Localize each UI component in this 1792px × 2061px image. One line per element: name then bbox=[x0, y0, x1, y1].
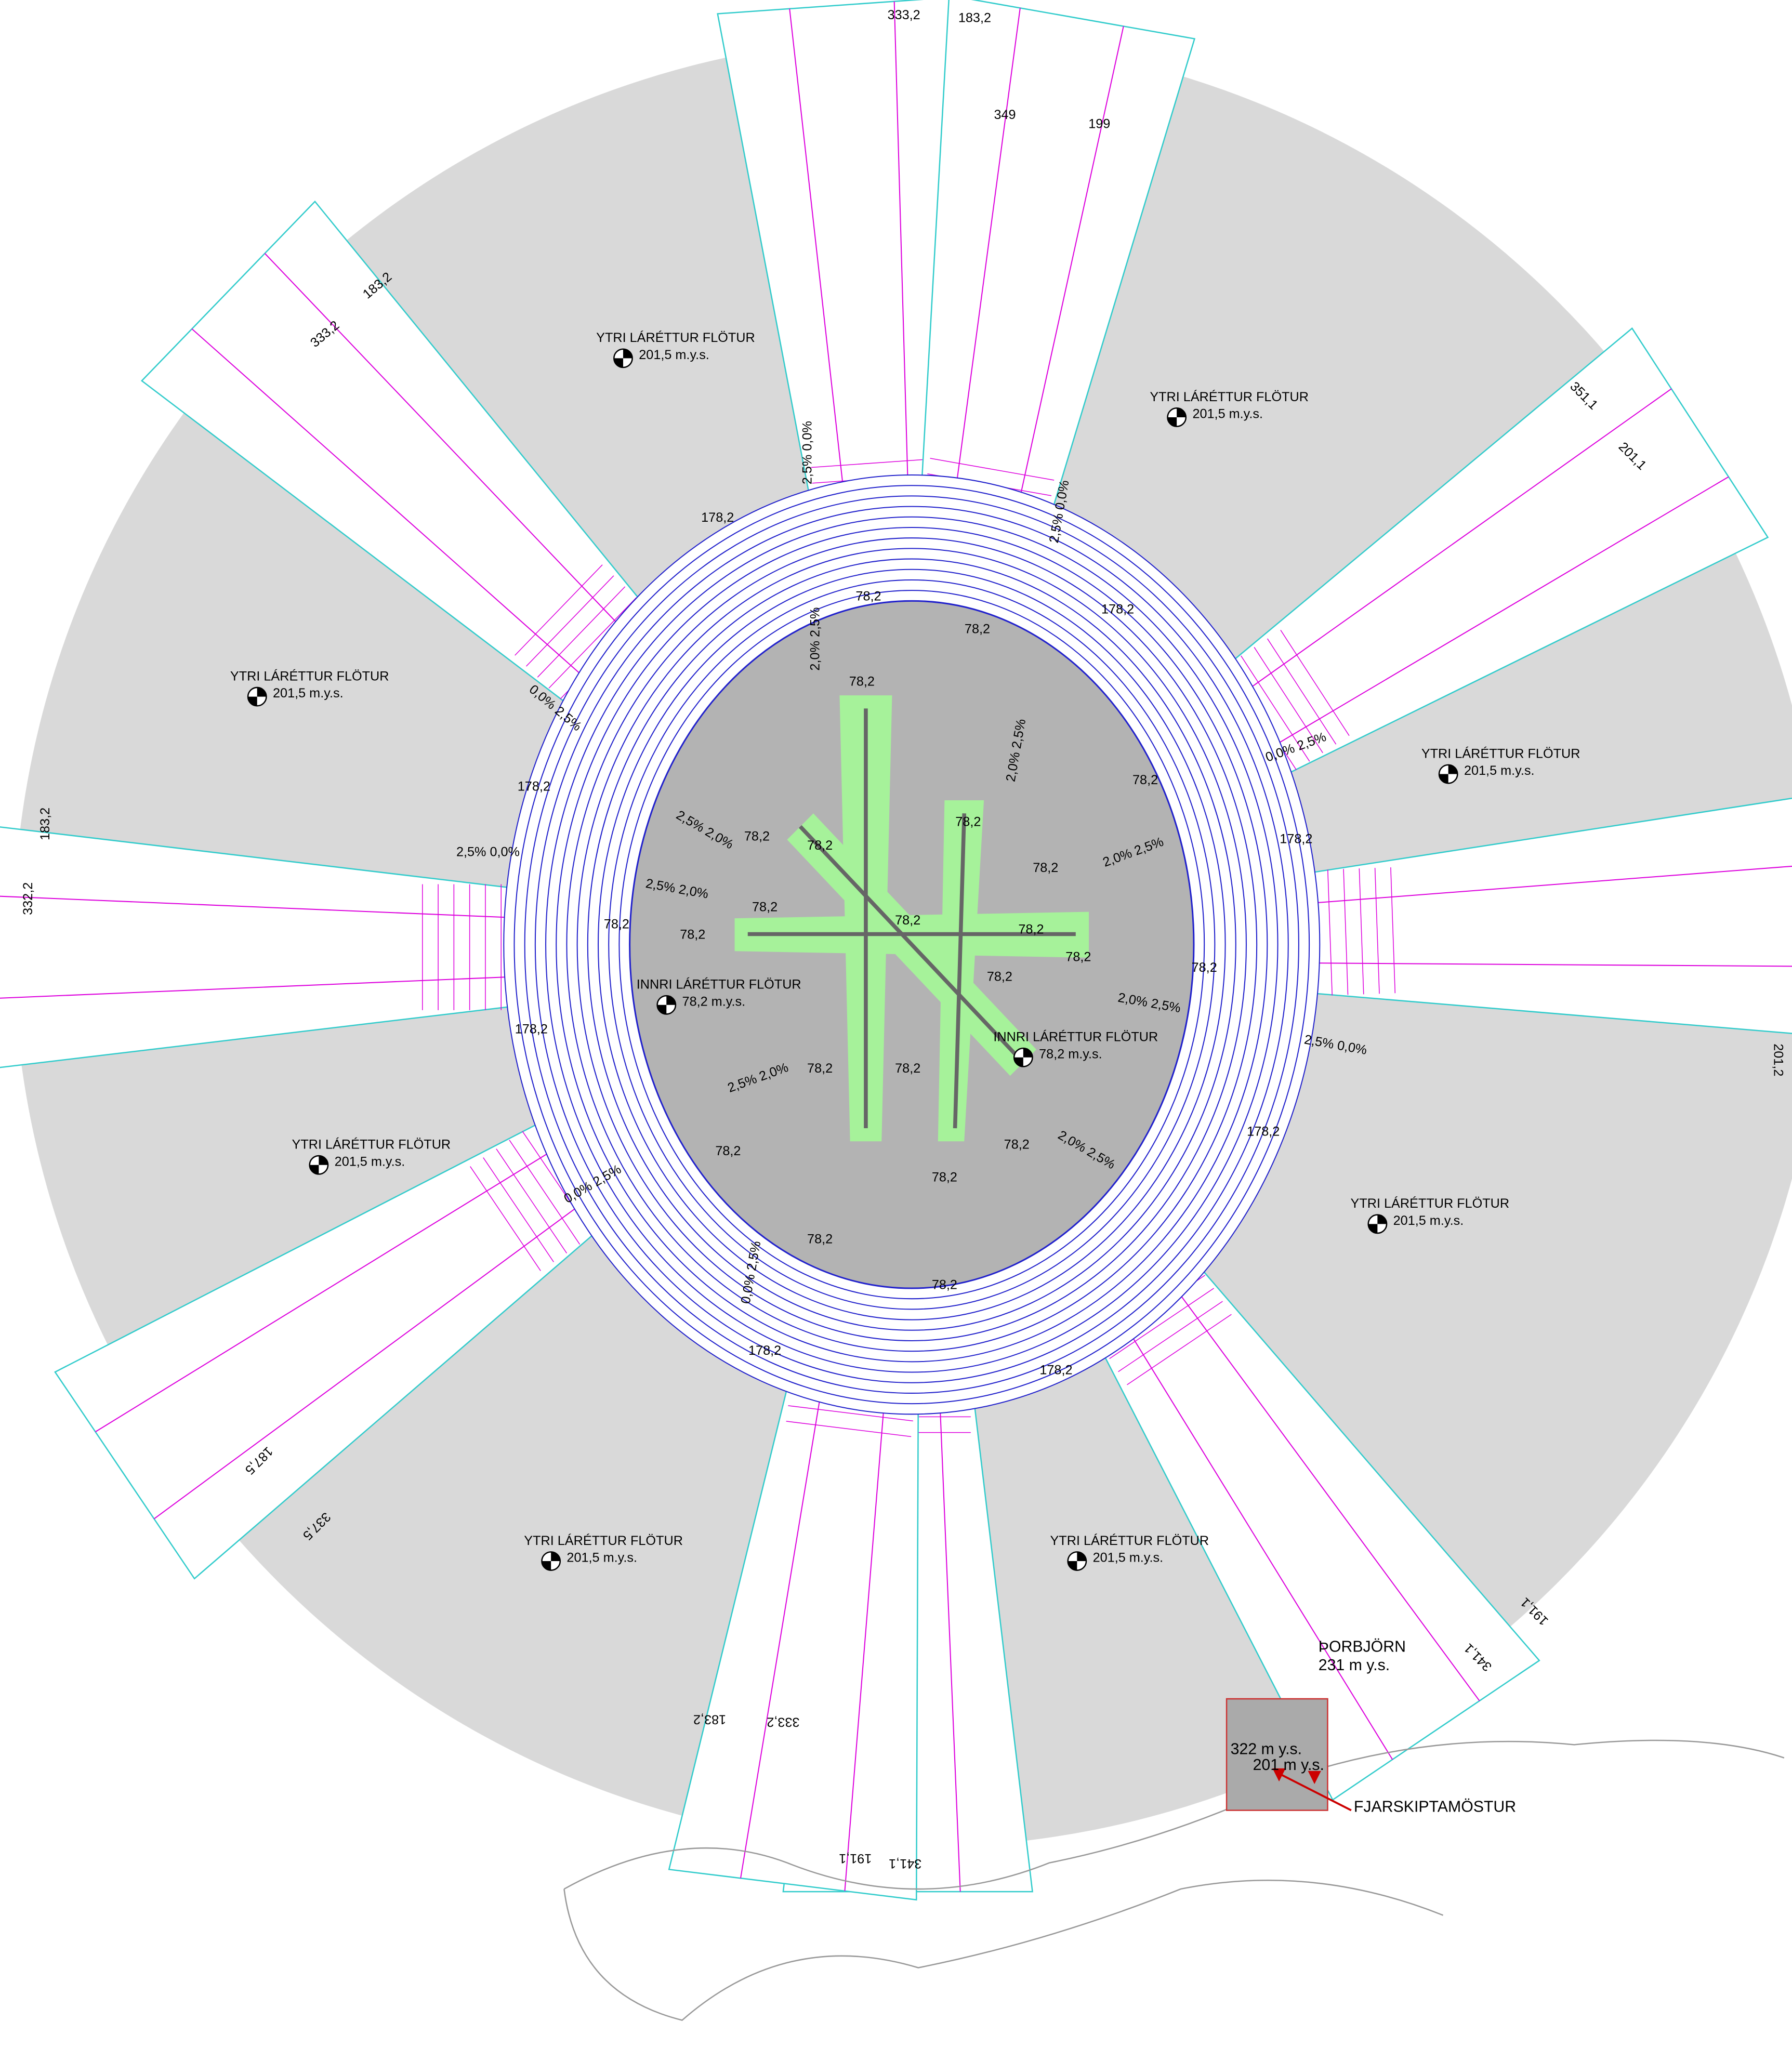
slope-label: 2,5% 0,0% bbox=[456, 845, 520, 860]
surface-title: YTRI LÁRÉTTUR FLÖTUR bbox=[1421, 746, 1580, 761]
contour-label: 78,2 bbox=[1004, 1138, 1030, 1152]
contour-label: 178,2 bbox=[1039, 1363, 1072, 1378]
contour-label: 178,2 bbox=[515, 1022, 548, 1036]
contour-label: 78,2 bbox=[1192, 960, 1217, 975]
strip-end-label: 333,2 bbox=[767, 1714, 799, 1729]
surface-title: YTRI LÁRÉTTUR FLÖTUR bbox=[1050, 1533, 1209, 1548]
strip-end-label: 341,1 bbox=[889, 1856, 921, 1871]
contour-label: 78,2 bbox=[752, 900, 778, 915]
contour-label: 78,2 bbox=[855, 589, 881, 603]
surface-title: YTRI LÁRÉTTUR FLÖTUR bbox=[596, 330, 755, 345]
surface-title: YTRI LÁRÉTTUR FLÖTUR bbox=[292, 1137, 451, 1152]
contour-label: 178,2 bbox=[1247, 1124, 1280, 1139]
peak-name: ÞORBJÖRN bbox=[1319, 1639, 1406, 1656]
contour-label: 78,2 bbox=[715, 1144, 741, 1158]
contour-label: 78,2 bbox=[807, 838, 833, 853]
obstacle-surface-map: ÞORBJÖRN 231 m y.s. 322 m y.s. 201 m y.s… bbox=[0, 0, 1792, 2061]
mast-elevation: 201 m y.s. bbox=[1253, 1756, 1324, 1774]
surface-elevation: 201,5 m.y.s. bbox=[1093, 1551, 1164, 1565]
surface-elevation: 201,5 m.y.s. bbox=[1192, 407, 1263, 421]
contour-label: 78,2 bbox=[849, 675, 875, 689]
surface-elevation: 78,2 m.y.s. bbox=[682, 994, 746, 1009]
surface-elevation: 201,5 m.y.s. bbox=[273, 686, 344, 701]
strip-end-label: 332,2 bbox=[21, 882, 35, 915]
surface-elevation: 201,5 m.y.s. bbox=[639, 348, 709, 362]
surface-elevation: 78,2 m.y.s. bbox=[1039, 1047, 1102, 1061]
mast-name: FJARSKIPTAMÖSTUR bbox=[1354, 1799, 1516, 1816]
coast bbox=[564, 1880, 1443, 2020]
contour-label: 78,2 bbox=[987, 969, 1012, 984]
contour-label: 78,2 bbox=[1065, 950, 1091, 965]
surface-title: YTRI LÁRÉTTUR FLÖTUR bbox=[1351, 1196, 1510, 1211]
contour-label: 78,2 bbox=[680, 928, 705, 942]
surface-title: INNRI LÁRÉTTUR FLÖTUR bbox=[637, 977, 801, 992]
strip-end-label: 201,2 bbox=[1771, 1043, 1786, 1076]
strip-end-label: 183,2 bbox=[693, 1712, 726, 1726]
contour-label: 178,2 bbox=[701, 510, 734, 525]
contour-label: 78,2 bbox=[932, 1170, 957, 1185]
surface-title: INNRI LÁRÉTTUR FLÖTUR bbox=[993, 1029, 1158, 1045]
surface-elevation: 201,5 m.y.s. bbox=[566, 1551, 637, 1565]
contour-label: 78,2 bbox=[807, 1061, 833, 1076]
contour-label: 78,2 bbox=[1132, 773, 1158, 787]
surface-title: YTRI LÁRÉTTUR FLÖTUR bbox=[230, 668, 389, 683]
surface-elevation: 201,5 m.y.s. bbox=[1393, 1213, 1464, 1228]
contour-label: 78,2 bbox=[807, 1232, 833, 1246]
contour-label: 78,2 bbox=[955, 815, 981, 829]
contour-label: 178,2 bbox=[1101, 602, 1134, 617]
contour-label: 178,2 bbox=[1280, 831, 1312, 846]
area-elevation: 322 m y.s. bbox=[1231, 1741, 1302, 1758]
surface-elevation: 201,5 m.y.s. bbox=[335, 1154, 405, 1169]
strip-end-label: 183,2 bbox=[38, 808, 52, 840]
contour-label: 78,2 bbox=[895, 913, 920, 928]
contour-label: 78,2 bbox=[744, 829, 770, 843]
strip-end-label: 199 bbox=[1088, 117, 1110, 131]
strip-end-label: 349 bbox=[994, 108, 1016, 122]
contour-label: 78,2 bbox=[895, 1061, 920, 1076]
slope-label: 2,0% 2,5% bbox=[808, 607, 823, 671]
slope-label: 2,5% 0,0% bbox=[800, 421, 815, 484]
strip-end-label: 191,1 bbox=[839, 1851, 872, 1866]
contour-label: 78,2 bbox=[965, 622, 990, 637]
strip-end-label: 183,2 bbox=[958, 10, 991, 25]
strip-end-label: 333,2 bbox=[888, 8, 920, 22]
contour-label: 78,2 bbox=[604, 917, 629, 931]
peak-elevation: 231 m y.s. bbox=[1319, 1657, 1390, 1674]
surface-title: YTRI LÁRÉTTUR FLÖTUR bbox=[1150, 389, 1309, 404]
contour-label: 178,2 bbox=[748, 1343, 781, 1358]
surface-title: YTRI LÁRÉTTUR FLÖTUR bbox=[524, 1533, 683, 1548]
contour-label: 78,2 bbox=[932, 1278, 957, 1292]
surface-elevation: 201,5 m.y.s. bbox=[1464, 763, 1535, 778]
contour-label: 78,2 bbox=[1033, 861, 1058, 875]
contour-label: 78,2 bbox=[1018, 922, 1044, 937]
contour-label: 178,2 bbox=[518, 779, 550, 794]
